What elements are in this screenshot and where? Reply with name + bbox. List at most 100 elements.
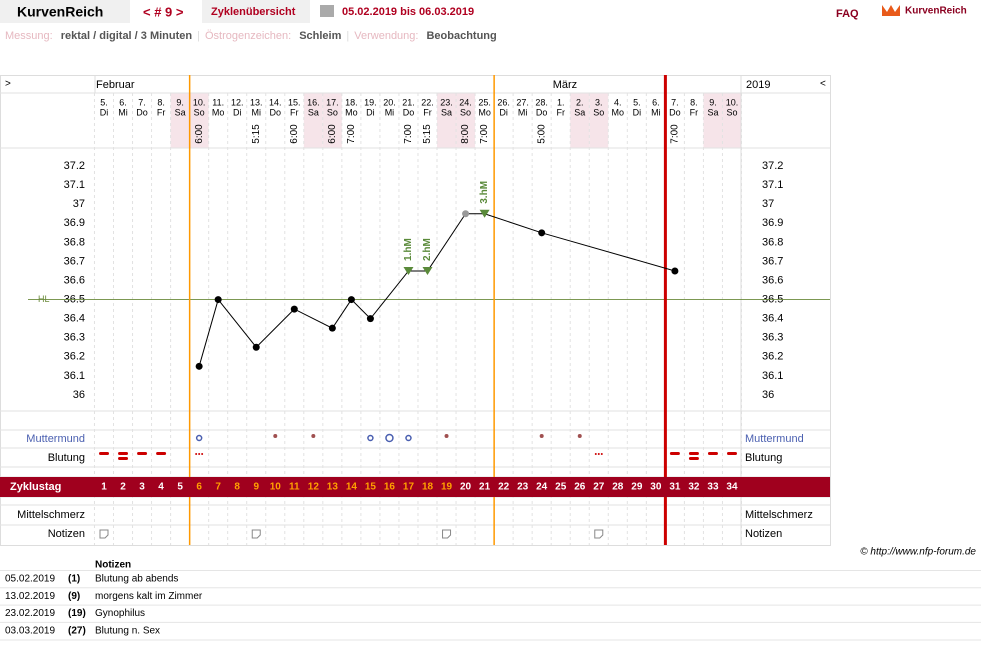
weekday: Do <box>536 107 548 117</box>
time: 7:00 <box>479 124 490 144</box>
faq[interactable]: FAQ <box>836 8 859 20</box>
cycle-day: 24 <box>536 482 548 493</box>
weekend-shade <box>437 93 457 148</box>
time: 8:00 <box>460 124 471 144</box>
bleeding-icon <box>688 457 699 460</box>
bleeding-icon <box>707 452 718 455</box>
day-label: 8. <box>690 97 698 107</box>
temperature-marker <box>479 209 490 218</box>
info-value: Schleim <box>299 30 341 42</box>
y-tick-label-right: 36 <box>762 389 774 401</box>
cycle-nav[interactable]: < # 9 > <box>143 4 184 19</box>
y-tick-label-right: 37.2 <box>762 160 783 172</box>
notes-title: Notizen <box>95 560 131 571</box>
note-day: (19) <box>68 608 86 619</box>
day-label: 7. <box>138 97 146 107</box>
row-label: Mittelschmerz <box>17 509 85 521</box>
chart-frame <box>0 75 831 546</box>
weekday: Di <box>233 107 242 117</box>
cycle-day: 20 <box>460 482 472 493</box>
weekday: Mo <box>478 107 491 117</box>
day-label: 1. <box>557 97 565 107</box>
cervix-icon <box>385 433 394 443</box>
weekday: Do <box>270 107 282 117</box>
weekend-shade <box>322 93 342 148</box>
cycle-day: 13 <box>327 482 339 493</box>
separator: | <box>197 30 200 42</box>
cycle-day: 11 <box>289 482 300 493</box>
time: 5:00 <box>536 124 547 144</box>
day-label: 18. <box>345 97 358 107</box>
cervix-icon <box>577 434 582 438</box>
y-tick-label: 36.8 <box>64 236 85 248</box>
note-icon <box>251 529 261 539</box>
bleeding-icon <box>118 452 129 455</box>
logo[interactable]: KurvenReich <box>905 6 967 17</box>
weekday: Mo <box>345 107 358 117</box>
weekday: Fr <box>290 107 299 117</box>
nav-right: < <box>820 79 826 90</box>
weekend-shade <box>170 93 190 148</box>
note-text: Blutung n. Sex <box>95 626 160 637</box>
day-label: 24. <box>459 97 472 107</box>
cycle-day: 23 <box>517 482 529 493</box>
cervix-icon <box>195 434 203 442</box>
note-date: 23.02.2019 <box>5 608 55 619</box>
y-tick-label-right: 36.6 <box>762 274 783 286</box>
y-tick-label: 37.2 <box>64 160 85 172</box>
y-tick-label-right: 36.8 <box>762 236 783 248</box>
bleeding-icon <box>726 452 737 455</box>
print-icon[interactable] <box>320 5 334 17</box>
day-label: 21. <box>402 97 415 107</box>
bleeding-icon <box>156 452 167 455</box>
y-tick-label: 36.2 <box>64 351 85 363</box>
weekday: Mi <box>118 107 128 117</box>
temperature-point <box>252 343 260 351</box>
bleeding-icon <box>118 457 129 460</box>
temperature-point <box>462 210 470 218</box>
info-label: Verwendung: <box>354 30 418 42</box>
row-label: Blutung <box>745 452 782 464</box>
note-day: (27) <box>68 626 86 637</box>
time: 6:00 <box>194 124 205 144</box>
info-label: Östrogenzeichen: <box>205 30 291 42</box>
weekday: Mi <box>251 107 261 117</box>
weekday: Do <box>669 107 681 117</box>
cervix-icon <box>444 434 449 438</box>
temperature-line <box>198 213 676 367</box>
cycle-day: 29 <box>631 482 643 493</box>
weekday: Sa <box>707 107 718 117</box>
day-label: 3. <box>595 97 603 107</box>
spotting-icon <box>597 453 600 455</box>
cycle-day: 25 <box>555 482 567 493</box>
weekday: Di <box>633 107 642 117</box>
spotting-icon <box>600 453 603 455</box>
cycle-day: 8 <box>234 482 240 493</box>
day-label: 13. <box>250 97 263 107</box>
temperature-marker <box>403 266 414 275</box>
spotting-icon <box>201 453 204 455</box>
y-tick-label: 36.6 <box>64 274 85 286</box>
cycle-day: 33 <box>707 482 719 493</box>
day-label: 6. <box>652 97 660 107</box>
cycle-day: 31 <box>669 482 681 493</box>
temperature-point <box>195 362 203 370</box>
overview[interactable]: Zyklenübersicht <box>211 6 296 18</box>
y-tick-label-right: 36.7 <box>762 255 783 267</box>
month: März <box>553 79 577 91</box>
cervix-icon <box>367 434 374 442</box>
y-tick-label: 36.4 <box>64 313 85 325</box>
cycle-day: 27 <box>593 482 605 493</box>
y-tick-label-right: 36.4 <box>762 313 783 325</box>
weekday: Sa <box>175 107 186 117</box>
day-label: 16. <box>307 97 320 107</box>
y-tick-label: 36.3 <box>64 332 85 344</box>
overview-tab[interactable] <box>202 0 310 23</box>
month: Februar <box>96 79 135 91</box>
time: 6:00 <box>289 124 300 144</box>
cycle-day: 22 <box>498 482 510 493</box>
cervix-icon <box>311 434 316 438</box>
cycle-day: 34 <box>726 482 738 493</box>
